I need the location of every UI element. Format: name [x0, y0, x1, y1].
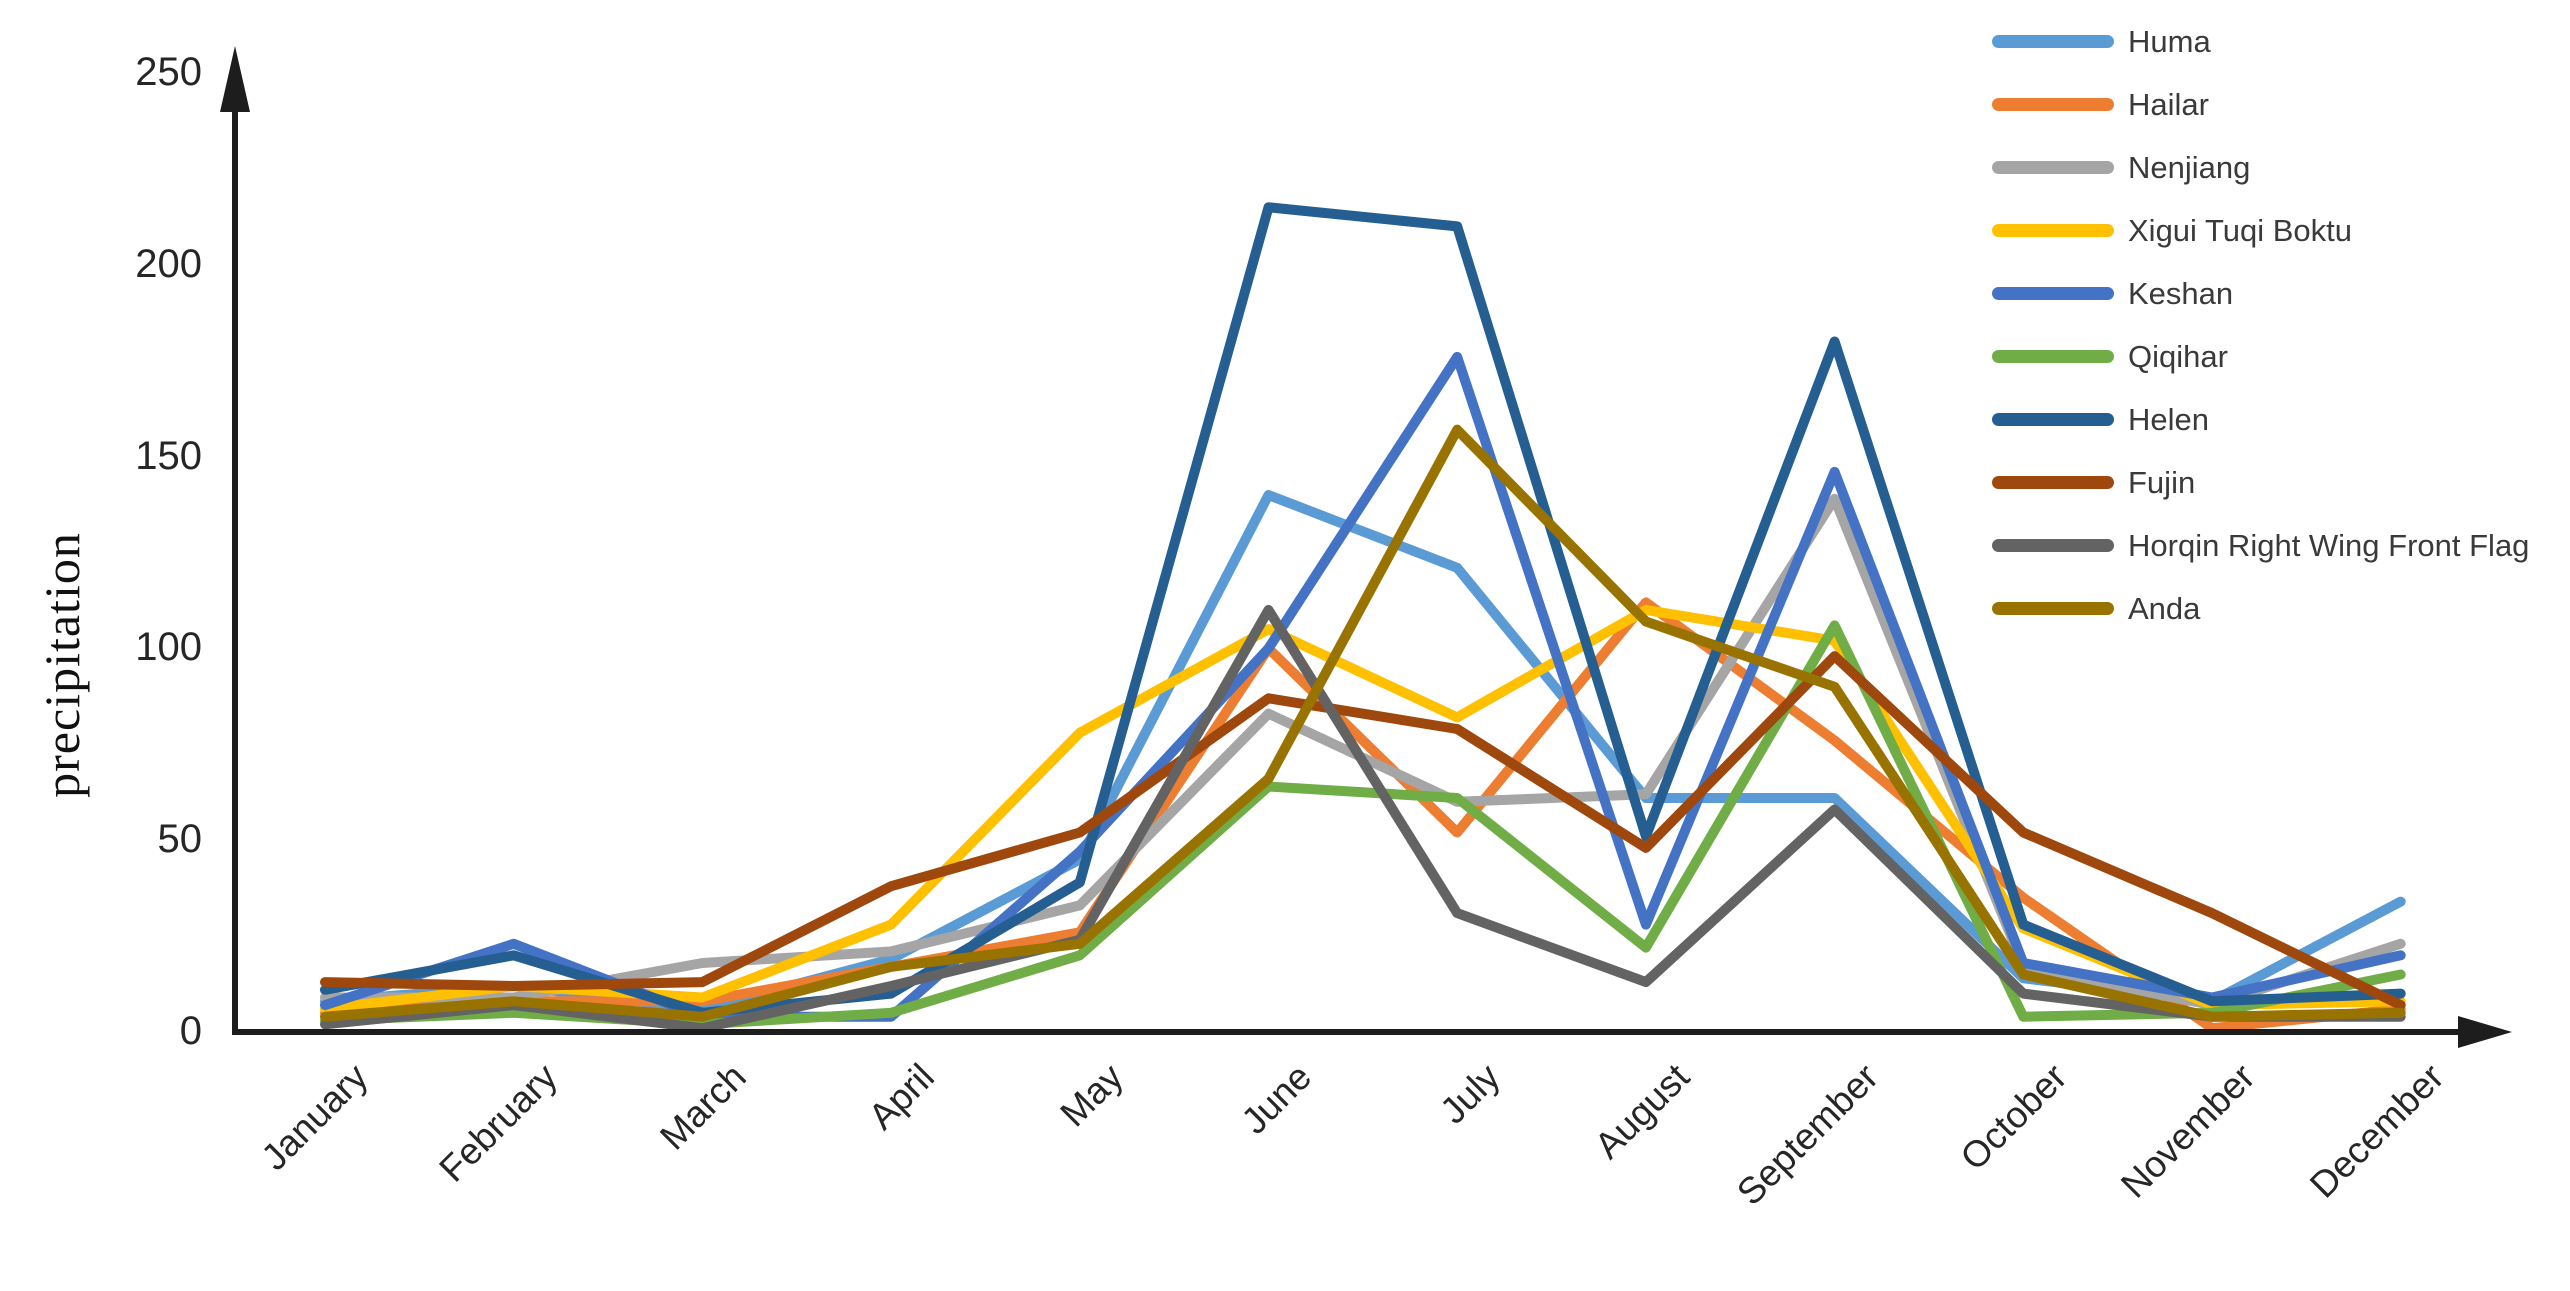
x-axis-arrow-icon	[2458, 1016, 2512, 1048]
legend-label: Fujin	[2128, 464, 2196, 500]
y-tick-label-150: 150	[135, 433, 202, 478]
series-line-helen	[320, 202, 2406, 1018]
series-line-fujin	[320, 651, 2406, 1011]
y-tick-label-100: 100	[135, 625, 202, 670]
legend-label: Huma	[2128, 23, 2211, 59]
series-line-anda	[320, 424, 2406, 1022]
legend-swatch-xigui-tuqi-boktu	[1992, 224, 2114, 237]
legend-swatch-hailar	[1992, 98, 2114, 111]
legend-swatch-helen	[1992, 413, 2114, 426]
legend-label: Horqin Right Wing Front Flag	[2128, 527, 2530, 563]
legend-item-qiqihar: Qiqihar	[1992, 325, 2529, 388]
legend-item-horqin-right-wing-front-flag: Horqin Right Wing Front Flag	[1992, 514, 2529, 577]
y-tick-label-250: 250	[135, 50, 202, 94]
legend-item-helen: Helen	[1992, 388, 2529, 451]
legend-swatch-keshan	[1992, 287, 2114, 300]
axes	[220, 46, 2512, 1048]
legend-label: Hailar	[2128, 86, 2209, 122]
legend-swatch-fujin	[1992, 476, 2114, 489]
legend-label: Xigui Tuqi Boktu	[2128, 212, 2353, 248]
series-line-hailar	[320, 597, 2406, 1034]
legend-swatch-horqin-right-wing-front-flag	[1992, 539, 2114, 552]
legend-item-huma: Huma	[1992, 10, 2529, 73]
series-line-qiqihar	[320, 620, 2406, 1030]
legend-item-nenjiang: Nenjiang	[1992, 136, 2529, 199]
legend-item-anda: Anda	[1992, 577, 2529, 640]
legend-item-keshan: Keshan	[1992, 262, 2529, 325]
legend-label: Qiqihar	[2128, 338, 2228, 374]
legend-swatch-qiqihar	[1992, 350, 2114, 363]
legend-item-hailar: Hailar	[1992, 73, 2529, 136]
legend-swatch-nenjiang	[1992, 161, 2114, 174]
legend-label: Keshan	[2128, 275, 2234, 311]
series-line-horqin-right-wing-front-flag	[320, 605, 2406, 1034]
legend: Huma Hailar Nenjiang Xigui Tuqi Boktu Keshan…	[1992, 10, 2529, 640]
y-tick-label-0: 0	[179, 1009, 202, 1053]
y-tick-label-50: 50	[157, 817, 203, 862]
legend-label: Anda	[2128, 590, 2201, 626]
legend-label: Helen	[2128, 401, 2209, 437]
series-lines	[320, 202, 2406, 1034]
legend-swatch-anda	[1992, 602, 2114, 615]
legend-label: Nenjiang	[2128, 149, 2251, 185]
legend-item-xigui-tuqi-boktu: Xigui Tuqi Boktu	[1992, 199, 2529, 262]
legend-swatch-huma	[1992, 35, 2114, 48]
y-tick-label-200: 200	[135, 241, 202, 286]
y-axis-arrow-icon	[220, 46, 250, 112]
legend-item-fujin: Fujin	[1992, 451, 2529, 514]
